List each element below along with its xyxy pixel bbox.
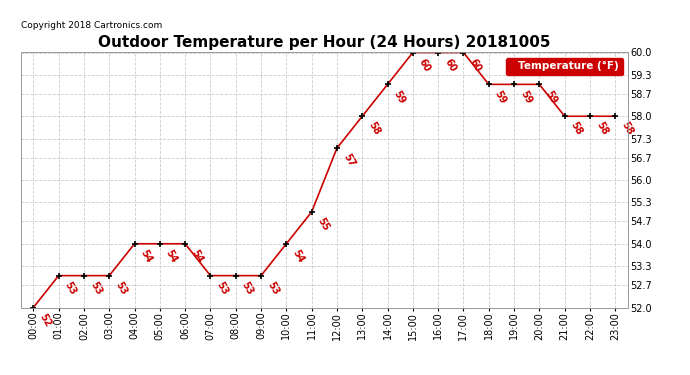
Text: 59: 59 [392, 88, 407, 105]
Title: Outdoor Temperature per Hour (24 Hours) 20181005: Outdoor Temperature per Hour (24 Hours) … [98, 35, 551, 50]
Text: 53: 53 [265, 280, 281, 297]
Text: 53: 53 [113, 280, 129, 297]
Text: 60: 60 [417, 57, 433, 74]
Text: 53: 53 [215, 280, 230, 297]
Text: 54: 54 [164, 248, 179, 265]
Text: 59: 59 [493, 88, 509, 105]
Text: 58: 58 [366, 120, 382, 137]
Text: 53: 53 [240, 280, 255, 297]
Text: 53: 53 [63, 280, 78, 297]
Text: 54: 54 [189, 248, 205, 265]
Legend: Temperature (°F): Temperature (°F) [506, 58, 622, 75]
Text: 60: 60 [468, 57, 483, 74]
Text: 60: 60 [442, 57, 457, 74]
Text: 54: 54 [139, 248, 154, 265]
Text: 58: 58 [594, 120, 609, 137]
Text: 53: 53 [88, 280, 104, 297]
Text: 52: 52 [37, 312, 53, 328]
Text: 59: 59 [544, 88, 559, 105]
Text: 58: 58 [569, 120, 584, 137]
Text: 59: 59 [518, 88, 533, 105]
Text: Copyright 2018 Cartronics.com: Copyright 2018 Cartronics.com [21, 21, 162, 30]
Text: 54: 54 [290, 248, 306, 265]
Text: 58: 58 [620, 120, 635, 137]
Text: 55: 55 [316, 216, 331, 233]
Text: 57: 57 [341, 152, 357, 169]
